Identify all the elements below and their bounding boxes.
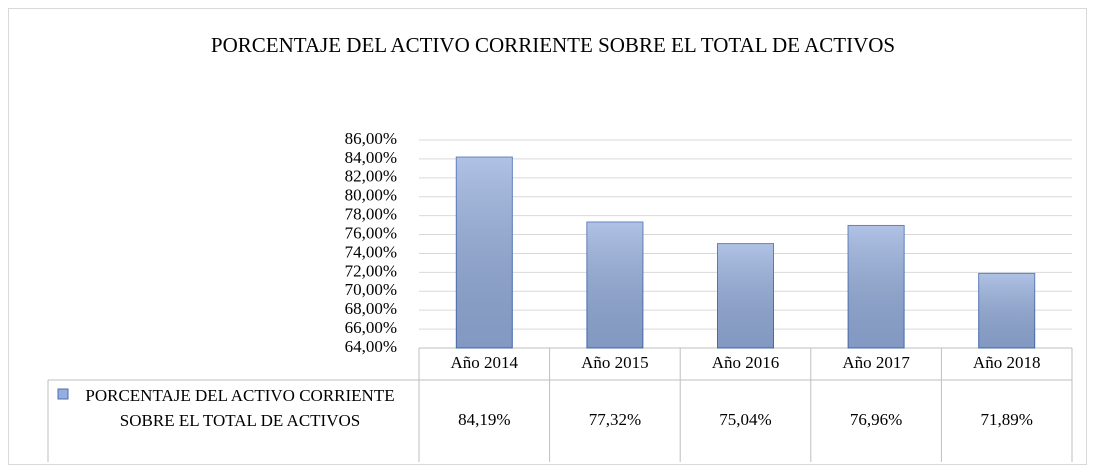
y-tick-label: 82,00% (345, 167, 397, 186)
y-tick-label: 86,00% (345, 129, 397, 148)
x-tick-label: Año 2015 (581, 353, 649, 372)
data-label: 84,19% (458, 410, 510, 429)
x-tick-label: Año 2018 (973, 353, 1041, 372)
bar-shade (978, 273, 1035, 348)
data-label: 77,32% (589, 410, 641, 429)
data-label: 75,04% (719, 410, 771, 429)
y-tick-label: 76,00% (345, 223, 397, 242)
x-tick-label: Año 2016 (712, 353, 780, 372)
y-tick-label: 68,00% (345, 299, 397, 318)
y-tick-label: 74,00% (345, 242, 397, 261)
x-tick-label: Año 2017 (842, 353, 910, 372)
y-tick-label: 66,00% (345, 318, 397, 337)
y-tick-label: 80,00% (345, 186, 397, 205)
y-tick-label: 72,00% (345, 261, 397, 280)
chart-title: PORCENTAJE DEL ACTIVO CORRIENTE SOBRE EL… (210, 33, 896, 57)
data-label: 76,96% (850, 410, 902, 429)
legend-entry: PORCENTAJE DEL ACTIVO CORRIENTE SOBRE EL… (85, 386, 395, 430)
bar-shade (717, 243, 774, 348)
x-tick-label: Año 2014 (451, 353, 519, 372)
y-tick-label: 84,00% (345, 148, 397, 167)
bar-shade (586, 222, 643, 348)
y-tick-label: 70,00% (345, 280, 397, 299)
chart-border (8, 8, 1087, 465)
bar-shade (456, 157, 513, 348)
y-tick-label: 64,00% (345, 337, 397, 356)
data-label: 71,89% (980, 410, 1032, 429)
legend-key (57, 388, 69, 400)
bar-shade (848, 225, 905, 348)
y-tick-label: 78,00% (345, 205, 397, 224)
